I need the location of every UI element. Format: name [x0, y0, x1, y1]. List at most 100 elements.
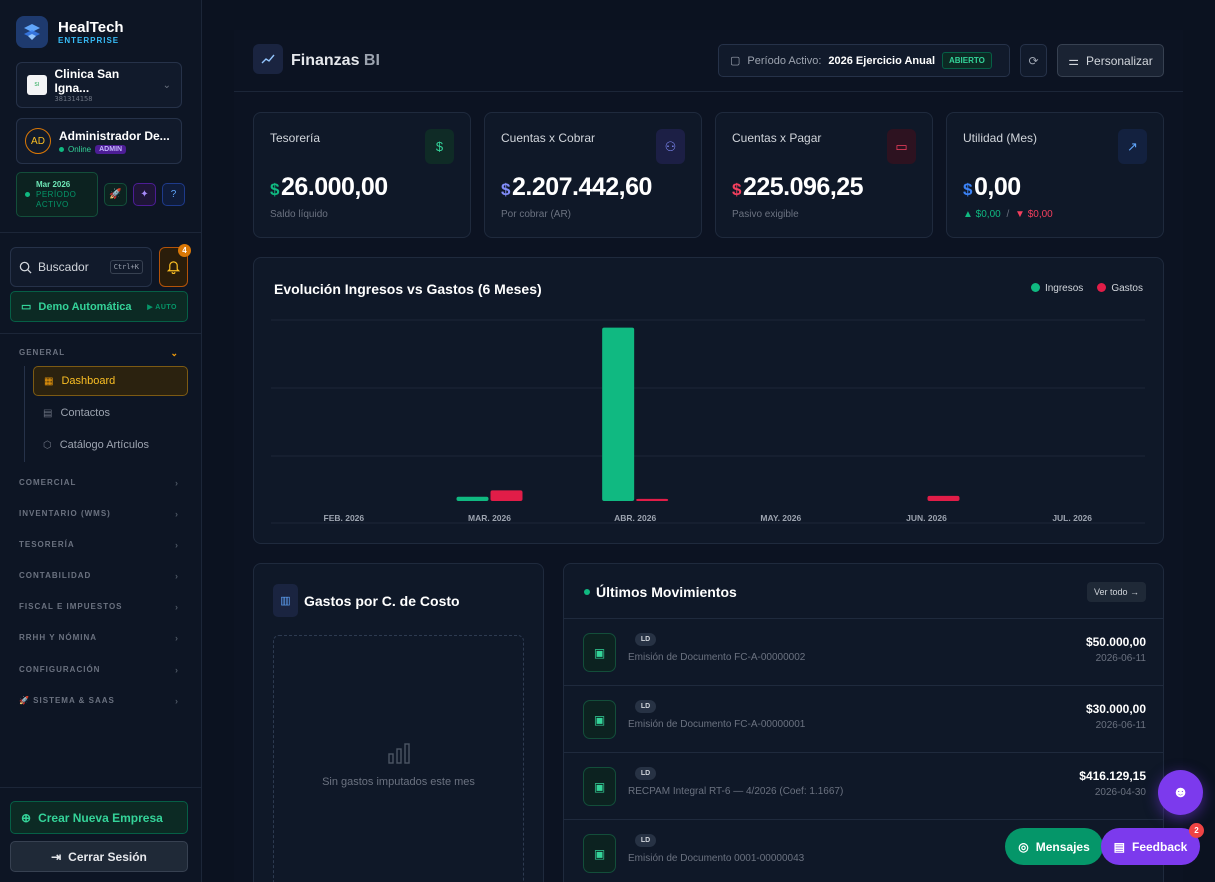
nav-section-sistema[interactable]: 🚀 SISTEMA & SAAS ›	[19, 696, 179, 706]
logout-icon: ⇥	[51, 849, 62, 864]
x-tick-label: ABR. 2026	[614, 513, 656, 523]
bar-chart-icon	[387, 743, 410, 764]
feedback-count-badge: 2	[1189, 823, 1204, 838]
create-company-button[interactable]: ⊕ Crear Nueva Empresa	[10, 801, 188, 834]
bar-ingresos-2[interactable]	[602, 327, 635, 501]
nav-section-contabilidad[interactable]: CONTABILIDAD ›	[19, 571, 179, 581]
nav-item-dashboard[interactable]: ▦ Dashboard	[33, 366, 188, 396]
messages-button[interactable]: ◎ Mensajes	[1005, 828, 1103, 865]
legend-item-gastos[interactable]: Gastos	[1097, 283, 1143, 294]
organization-selector[interactable]: SI Clinica San Igna... 381314158 ⌄	[16, 62, 182, 108]
chevron-right-icon: ›	[175, 602, 179, 612]
period-label-2: ACTIVO	[36, 199, 69, 209]
chevron-right-icon: ›	[175, 633, 179, 643]
nav-section-configuracion[interactable]: CONFIGURACIÓN ›	[19, 665, 179, 675]
legend-swatch	[1030, 283, 1040, 292]
x-tick-label: MAY. 2026	[760, 513, 801, 523]
movement-row[interactable]: ▣ LD Emisión de Documento FC-A-00000001 …	[564, 686, 1163, 753]
chart-legend: Ingresos Gastos	[1030, 283, 1143, 294]
demo-mode: ▶ AUTO	[147, 303, 177, 311]
brand[interactable]: HealTech ENTERPRISE	[16, 16, 124, 48]
legend-label: Ingresos	[1044, 283, 1084, 294]
feedback-button[interactable]: ▤ Feedback 2	[1101, 823, 1204, 865]
customize-button[interactable]: ⚌ Personalizar	[1057, 44, 1164, 77]
kpi-card-utilidad[interactable]: Utilidad (Mes) ↗ $0,00 ▲ $0,00 / ▼ $0,00	[946, 112, 1164, 238]
period-dot-icon	[25, 192, 30, 197]
calendar-icon: ▢	[730, 55, 741, 67]
movements-header: Últimos Movimientos Ver todo →	[564, 564, 1163, 619]
notifications-button[interactable]: 4	[159, 244, 191, 287]
movement-row[interactable]: ▣ LD RECPAM Integral RT-6 — 4/2026 (Coef…	[564, 753, 1163, 820]
bar-gastos-4[interactable]	[927, 495, 960, 501]
sidebar-divider	[0, 787, 202, 788]
nav-section-tesoreria[interactable]: TESORERÍA ›	[19, 540, 179, 550]
page-title-text: Finanzas	[291, 52, 360, 69]
sidebar-divider	[0, 232, 202, 233]
active-period-selector[interactable]: ▢ Período Activo: 2026 Ejercicio Anual A…	[718, 44, 1010, 77]
chevron-down-icon: ⌄	[162, 79, 171, 91]
rocket-button[interactable]: 🚀	[104, 183, 127, 206]
nav-section-rrhh[interactable]: RRHH Y NÓMINA ›	[19, 633, 179, 643]
movement-row[interactable]: ▣ LD Emisión de Documento FC-A-00000002 …	[564, 619, 1163, 686]
logout-button[interactable]: ⇥ Cerrar Sesión	[10, 841, 188, 872]
movement-date: 2026-06-11	[1095, 720, 1146, 731]
nav-section-comercial[interactable]: COMERCIAL ›	[19, 478, 179, 488]
movement-description: Emisión de Documento FC-A-00000001	[628, 719, 806, 730]
help-button[interactable]: ?	[162, 183, 185, 206]
chevron-right-icon: ›	[175, 571, 179, 581]
nav-section-general[interactable]: GENERAL ⌄	[19, 348, 179, 359]
demo-auto-button[interactable]: ▭ Demo Automática ▶ AUTO	[10, 291, 188, 322]
user-status-text: Online	[68, 144, 92, 154]
bar-gastos-2[interactable]	[636, 498, 669, 501]
grid-icon: ▦	[44, 375, 54, 387]
nav-section-label: RRHH Y NÓMINA	[19, 633, 98, 642]
main-panel: Finanzas BI ▢ Período Activo: 2026 Ejerc…	[234, 30, 1183, 882]
chart-title: Evolución Ingresos vs Gastos (6 Meses)	[274, 281, 542, 297]
magic-button[interactable]: ✦	[133, 183, 156, 206]
movement-description: RECPAM Integral RT-6 — 4/2026 (Coef: 1.1…	[628, 786, 844, 797]
nav-section-inventario[interactable]: INVENTARIO (WMS) ›	[19, 509, 179, 519]
movement-date: 2026-06-11	[1095, 653, 1146, 664]
rocket-icon: 🚀	[109, 189, 122, 200]
contact-book-icon: ▤	[43, 407, 53, 419]
kpi-card-cuentas-cobrar[interactable]: Cuentas x Cobrar ⚇ $2.207.442,60 Por cob…	[484, 112, 702, 238]
active-period-box[interactable]: Mar 2026 PERÍODO ACTIVO	[16, 172, 98, 217]
message-square-icon: ▤	[1113, 839, 1125, 854]
kpi-card-tesoreria[interactable]: Tesorería $ $26.000,00 Saldo líquido	[253, 112, 471, 238]
document-icon: ▣	[583, 633, 616, 672]
search-icon	[19, 261, 32, 274]
assistant-bot-button[interactable]: ☻	[1158, 770, 1203, 815]
create-company-label: Crear Nueva Empresa	[38, 810, 163, 825]
help-icon: ?	[170, 189, 177, 200]
nav-item-catalogo[interactable]: ⬡ Catálogo Artículos	[33, 430, 188, 460]
user-card[interactable]: AD Administrador De... Online ADMIN	[16, 118, 182, 164]
brand-subtitle: ENTERPRISE	[58, 36, 120, 45]
legend-label: Gastos	[1111, 283, 1143, 294]
kpi-expense: ▼ $0,00	[1015, 209, 1053, 220]
legend-item-ingresos[interactable]: Ingresos	[1030, 283, 1084, 294]
nav-section-label: INVENTARIO (WMS)	[19, 509, 111, 518]
nav-section-fiscal[interactable]: FISCAL E IMPUESTOS ›	[19, 602, 179, 612]
kpi-amount: 2.207.442,60	[511, 173, 652, 201]
kpi-card-cuentas-pagar[interactable]: Cuentas x Pagar ▭ $225.096,25 Pasivo exi…	[715, 112, 933, 238]
bar-ingresos-1[interactable]	[456, 496, 489, 501]
movement-amount: $416.129,15	[1079, 769, 1146, 783]
chart-plot: FEB. 2026 MAR. 2026 ABR. 2026 MAY. 2026 JUN.…	[271, 319, 1145, 524]
brand-name: HealTech	[58, 19, 124, 36]
kpi-separator: /	[1006, 209, 1010, 220]
period-label-1: PERÍODO	[36, 189, 77, 199]
kpi-label: Tesorería	[270, 131, 321, 145]
movement-row[interactable]: ▣ LD Emisión de Documento 0001-00000043	[564, 820, 1163, 882]
refresh-button[interactable]: ⟳	[1020, 44, 1047, 77]
search-button[interactable]: Buscador Ctrl+K	[10, 247, 152, 287]
nav-item-contactos[interactable]: ▤ Contactos	[33, 398, 188, 428]
bar-gastos-1[interactable]	[490, 490, 523, 501]
period-month: Mar 2026	[36, 179, 71, 189]
movement-amount: $50.000,00	[1085, 635, 1146, 649]
movement-tag: LD	[635, 767, 656, 780]
messages-label: Mensajes	[1035, 839, 1090, 854]
period-row: Mar 2026 PERÍODO ACTIVO 🚀 ✦ ?	[16, 172, 185, 217]
cost-center-empty-state: Sin gastos imputados este mes	[273, 635, 524, 882]
see-all-button[interactable]: Ver todo →	[1086, 582, 1146, 602]
brand-logo-icon	[16, 16, 48, 48]
